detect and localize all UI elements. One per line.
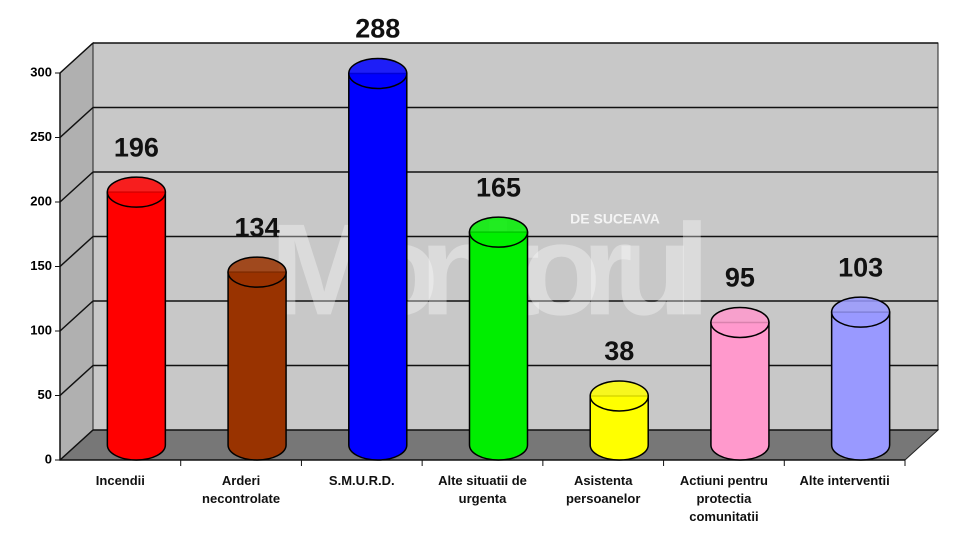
grid-line-side (59, 171, 94, 203)
bar-top (348, 57, 408, 90)
x-tick-label: Alte interventii (799, 473, 890, 488)
bar-top (468, 216, 529, 248)
bar-top (106, 176, 167, 208)
x-tick-label: Arderi necontrolate (202, 473, 281, 506)
value-label: 38 (604, 336, 634, 366)
bar (348, 57, 408, 461)
bar-body (227, 271, 287, 461)
bar-body (468, 231, 529, 461)
x-tick-label: Alte situatii de urgenta (438, 473, 527, 506)
bar (106, 176, 167, 461)
grid-line-side (59, 106, 94, 139)
grid-line-side (59, 42, 94, 74)
bar (830, 296, 891, 461)
value-label: 103 (838, 252, 883, 282)
y-tick-label: 0 (45, 451, 52, 466)
y-tick-label: 150 (30, 258, 52, 273)
bar-top (710, 306, 770, 339)
y-tick-label: 300 (30, 64, 52, 79)
value-label: 165 (476, 172, 521, 202)
x-tick-label: Incendii (95, 473, 145, 488)
bar-body (589, 395, 649, 461)
y-tick-label: 100 (30, 322, 52, 337)
y-tick-label: 200 (30, 193, 52, 208)
grid-line-side (59, 300, 94, 332)
x-tick-label: Asistenta persoanelor (565, 473, 641, 506)
bar-body (348, 72, 408, 461)
x-tick-label: Actiuni pentru protectia comunitatii (679, 473, 768, 524)
bar-body (106, 191, 167, 461)
y-tick-label: 250 (30, 129, 52, 144)
bar (227, 256, 287, 461)
watermark-subtitle: DE SUCEAVA (570, 211, 660, 227)
bar (710, 306, 770, 461)
bar (589, 380, 649, 461)
bar-body (830, 311, 891, 461)
bar-top (589, 380, 649, 412)
value-label: 196 (114, 132, 159, 162)
value-label: 95 (725, 263, 755, 293)
grid-line-side (59, 235, 94, 268)
bar (468, 216, 529, 461)
bar-body (710, 321, 770, 461)
y-tick-label: 50 (38, 387, 52, 402)
grid-line-side (59, 364, 94, 397)
x-tick-label: S.M.U.R.D. (328, 473, 395, 488)
grid-line-side (59, 429, 94, 461)
value-label: 134 (235, 212, 280, 242)
value-label: 288 (355, 14, 400, 44)
bar-top (830, 296, 891, 328)
bar-top (227, 256, 287, 288)
